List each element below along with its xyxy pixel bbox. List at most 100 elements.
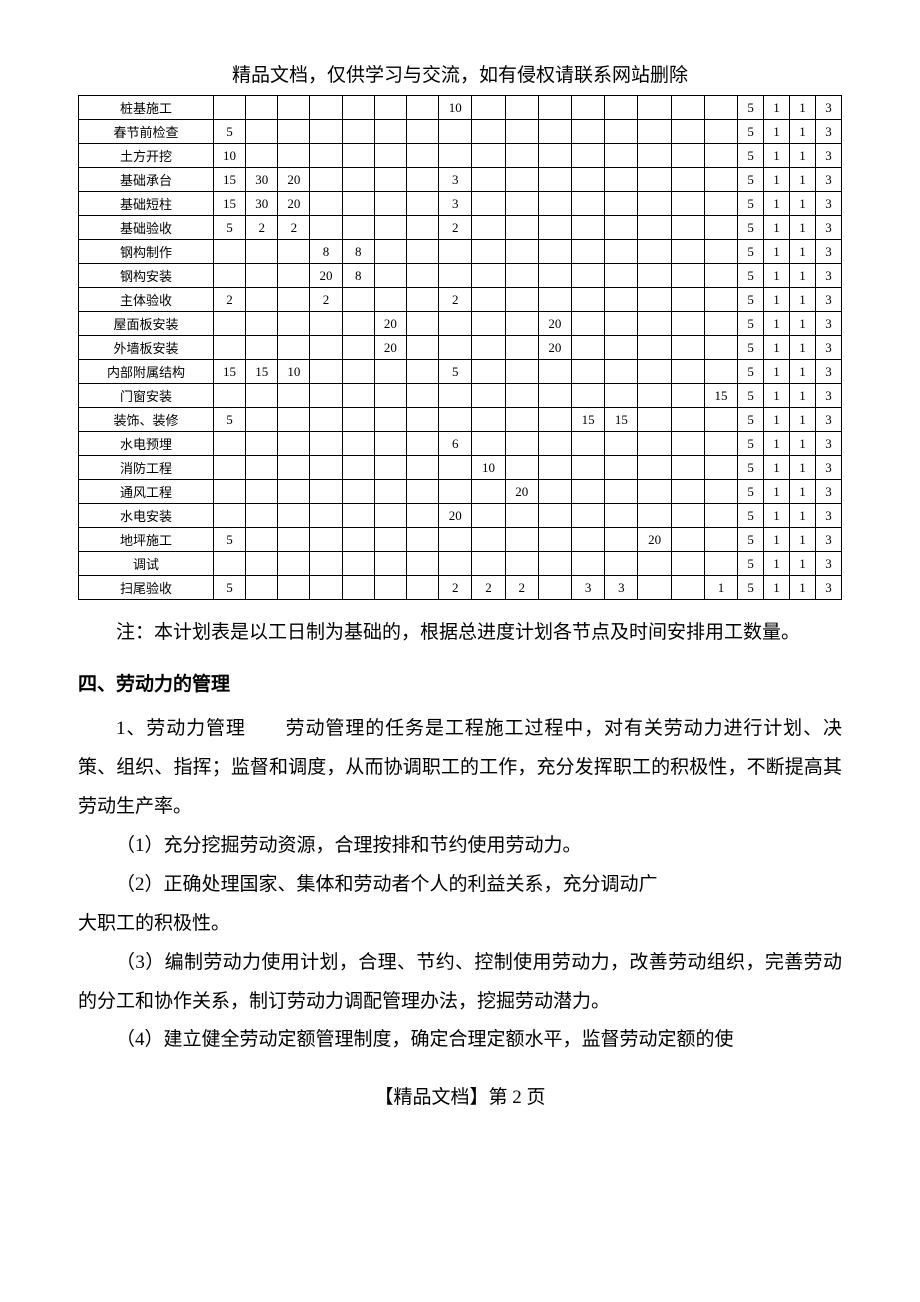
table-cell: 5 xyxy=(738,336,764,360)
table-row: 外墙板安装20205113 xyxy=(79,336,842,360)
table-cell: 15 xyxy=(605,408,638,432)
table-cell: 3 xyxy=(815,360,841,384)
row-label: 装饰、装修 xyxy=(79,408,214,432)
table-cell xyxy=(505,240,538,264)
table-cell: 5 xyxy=(738,240,764,264)
table-cell xyxy=(406,120,438,144)
table-cell xyxy=(572,144,605,168)
table-cell xyxy=(671,576,704,600)
table-cell xyxy=(638,264,671,288)
table-cell xyxy=(704,240,737,264)
table-cell: 8 xyxy=(310,240,342,264)
table-cell xyxy=(671,360,704,384)
table-row: 基础短柱15302035113 xyxy=(79,192,842,216)
table-cell xyxy=(704,456,737,480)
table-cell: 2 xyxy=(505,576,538,600)
table-cell: 1 xyxy=(789,408,815,432)
table-cell: 1 xyxy=(789,168,815,192)
table-row: 扫尾验收52223315113 xyxy=(79,576,842,600)
table-cell: 1 xyxy=(789,264,815,288)
table-cell xyxy=(342,312,374,336)
table-cell xyxy=(572,168,605,192)
table-cell xyxy=(374,576,406,600)
table-cell xyxy=(671,552,704,576)
table-cell xyxy=(671,168,704,192)
table-cell xyxy=(246,264,278,288)
table-cell: 5 xyxy=(738,192,764,216)
table-cell xyxy=(572,432,605,456)
table-cell xyxy=(439,312,472,336)
table-cell xyxy=(406,168,438,192)
table-cell: 20 xyxy=(538,312,571,336)
table-cell xyxy=(538,456,571,480)
table-cell: 15 xyxy=(572,408,605,432)
table-cell xyxy=(505,192,538,216)
body-text: 注：本计划表是以工日制为基础的，根据总进度计划各节点及时间安排用工数量。 xyxy=(78,614,842,653)
table-cell xyxy=(213,432,245,456)
table-cell: 3 xyxy=(815,288,841,312)
page-footer: 【精品文档】第 2 页 xyxy=(78,1082,842,1109)
table-cell xyxy=(310,576,342,600)
table-cell xyxy=(278,408,310,432)
table-cell xyxy=(310,168,342,192)
table-cell xyxy=(538,168,571,192)
table-note: 注：本计划表是以工日制为基础的，根据总进度计划各节点及时间安排用工数量。 xyxy=(78,614,842,653)
table-cell xyxy=(246,456,278,480)
table-cell xyxy=(572,336,605,360)
table-cell: 5 xyxy=(738,96,764,120)
table-cell: 1 xyxy=(789,192,815,216)
table-cell: 1 xyxy=(764,360,790,384)
table-cell xyxy=(374,456,406,480)
table-cell xyxy=(704,408,737,432)
table-cell xyxy=(638,168,671,192)
table-cell xyxy=(704,432,737,456)
table-cell xyxy=(505,456,538,480)
table-cell xyxy=(310,552,342,576)
table-cell: 1 xyxy=(764,168,790,192)
table-row: 通风工程205113 xyxy=(79,480,842,504)
table-cell: 10 xyxy=(439,96,472,120)
table-cell xyxy=(374,264,406,288)
table-cell: 1 xyxy=(789,576,815,600)
table-cell: 3 xyxy=(815,480,841,504)
table-cell: 1 xyxy=(764,504,790,528)
table-cell xyxy=(605,144,638,168)
table-cell xyxy=(572,360,605,384)
table-cell xyxy=(406,288,438,312)
table-row: 消防工程105113 xyxy=(79,456,842,480)
table-cell: 5 xyxy=(738,432,764,456)
row-label: 春节前检查 xyxy=(79,120,214,144)
section-4-body: 1、劳动力管理 劳动管理的任务是工程施工过程中，对有关劳动力进行计划、决策、组织… xyxy=(78,710,842,1060)
table-cell: 2 xyxy=(439,216,472,240)
table-cell xyxy=(505,288,538,312)
table-cell xyxy=(505,408,538,432)
table-cell xyxy=(246,528,278,552)
table-cell: 1 xyxy=(764,240,790,264)
table-cell: 3 xyxy=(815,528,841,552)
table-cell xyxy=(439,240,472,264)
table-cell xyxy=(605,432,638,456)
table-cell xyxy=(638,144,671,168)
row-label: 基础短柱 xyxy=(79,192,214,216)
table-cell xyxy=(278,336,310,360)
table-cell: 20 xyxy=(638,528,671,552)
table-cell: 3 xyxy=(572,576,605,600)
table-cell xyxy=(605,504,638,528)
table-cell: 1 xyxy=(764,312,790,336)
table-cell xyxy=(638,432,671,456)
table-cell xyxy=(246,504,278,528)
table-cell xyxy=(572,384,605,408)
table-cell xyxy=(213,264,245,288)
table-cell: 1 xyxy=(764,384,790,408)
table-cell xyxy=(246,432,278,456)
table-cell: 2 xyxy=(439,576,472,600)
row-label: 钢构制作 xyxy=(79,240,214,264)
table-cell xyxy=(704,168,737,192)
table-cell xyxy=(246,408,278,432)
row-label: 钢构安装 xyxy=(79,264,214,288)
table-cell xyxy=(704,192,737,216)
table-cell xyxy=(310,216,342,240)
row-label: 内部附属结构 xyxy=(79,360,214,384)
table-cell: 5 xyxy=(738,216,764,240)
table-cell: 5 xyxy=(738,144,764,168)
